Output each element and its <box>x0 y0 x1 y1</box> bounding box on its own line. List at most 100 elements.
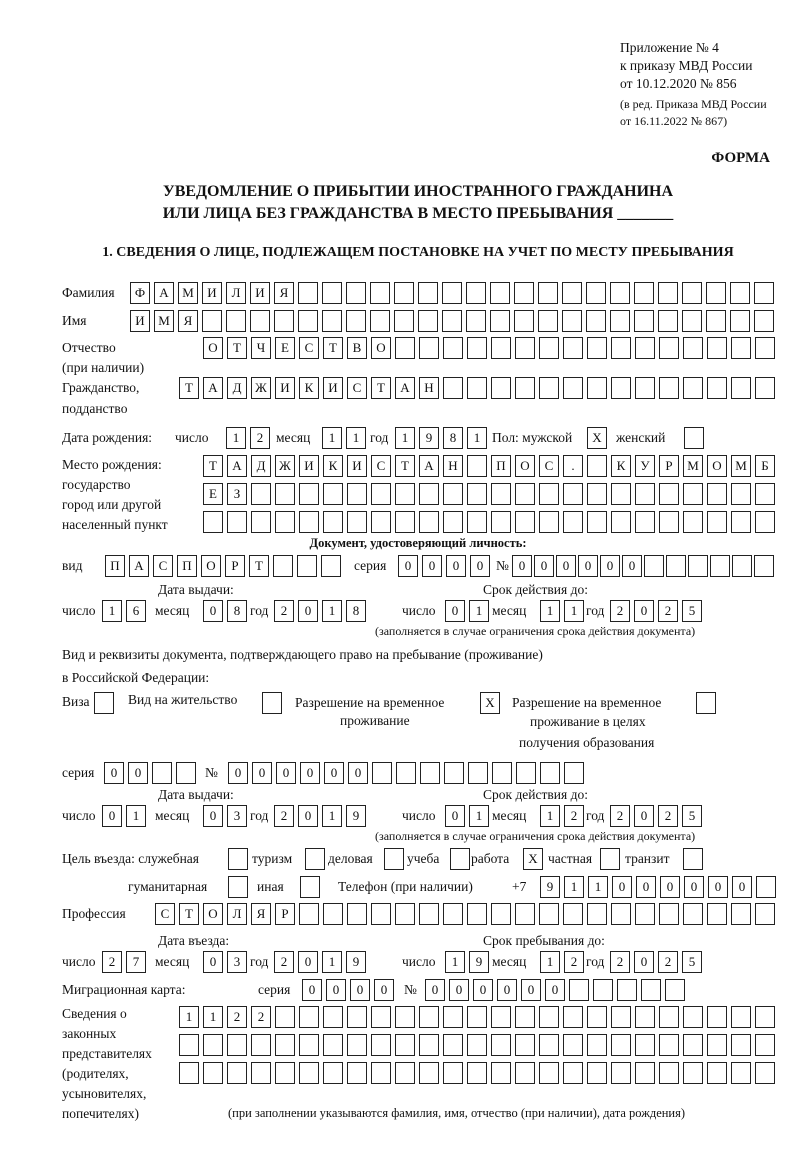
citizenship-cell[interactable]: И <box>323 377 343 399</box>
id-series-cell[interactable]: 0 <box>398 555 418 577</box>
until-year-cell[interactable]: 2 <box>658 951 678 973</box>
patronymic-cell[interactable] <box>491 337 511 359</box>
patronymic-cell[interactable] <box>395 337 415 359</box>
profession-cell[interactable] <box>323 903 343 925</box>
name-cell[interactable] <box>634 310 654 332</box>
reps1-cell[interactable] <box>611 1006 631 1028</box>
birthplace3-cell[interactable] <box>539 511 559 533</box>
profession-cell[interactable]: С <box>155 903 175 925</box>
stay-number-cell[interactable] <box>444 762 464 784</box>
patronymic-cell[interactable]: Т <box>227 337 247 359</box>
id-number-cell[interactable]: 0 <box>556 555 576 577</box>
reps1-cell[interactable]: 1 <box>179 1006 199 1028</box>
surname-cell[interactable] <box>322 282 342 304</box>
birth-day-cell[interactable]: 1 <box>226 427 246 449</box>
citizenship-cell[interactable]: К <box>299 377 319 399</box>
birth-year-cell[interactable]: 8 <box>443 427 463 449</box>
visa-cell[interactable] <box>94 692 114 714</box>
entry-year-cell[interactable]: 2 <box>274 951 294 973</box>
stay-valid-month-cell[interactable]: 2 <box>564 805 584 827</box>
purpose-business-cell[interactable] <box>384 848 404 870</box>
citizenship-cell[interactable]: С <box>347 377 367 399</box>
reps3-cell[interactable] <box>539 1062 559 1084</box>
until-day-cell[interactable]: 1 <box>445 951 465 973</box>
birthplace1-cell[interactable]: Б <box>755 455 775 477</box>
stay-valid-day-cell[interactable]: 1 <box>469 805 489 827</box>
stay-number-cell[interactable]: 0 <box>228 762 248 784</box>
birthplace2-cell[interactable] <box>395 483 415 505</box>
profession-cell[interactable] <box>587 903 607 925</box>
mc-number-cell[interactable]: 0 <box>425 979 445 1001</box>
birthplace2-cell[interactable] <box>659 483 679 505</box>
name-cell[interactable] <box>394 310 414 332</box>
id-issue-month-cell[interactable]: 0 <box>203 600 223 622</box>
name-cell[interactable] <box>682 310 702 332</box>
birthplace2-cell[interactable] <box>275 483 295 505</box>
name-cell[interactable] <box>202 310 222 332</box>
patronymic-cell[interactable] <box>755 337 775 359</box>
birthplace2-cell[interactable] <box>731 483 751 505</box>
stay-series-cell[interactable]: 0 <box>104 762 124 784</box>
name-cell[interactable]: М <box>154 310 174 332</box>
reps2-cell[interactable] <box>203 1034 223 1056</box>
birthplace1-cell[interactable]: И <box>347 455 367 477</box>
stay-issue-month-cell[interactable]: 0 <box>203 805 223 827</box>
patronymic-cell[interactable]: Ч <box>251 337 271 359</box>
sex-male-cell[interactable]: X <box>587 427 607 449</box>
purpose-official-cell[interactable] <box>228 848 248 870</box>
patronymic-cell[interactable] <box>563 337 583 359</box>
phone-cell[interactable]: 9 <box>540 876 560 898</box>
stay-series-cell[interactable] <box>176 762 196 784</box>
patronymic-cell[interactable] <box>707 337 727 359</box>
profession-cell[interactable] <box>347 903 367 925</box>
profession-cell[interactable] <box>467 903 487 925</box>
patronymic-cell[interactable] <box>467 337 487 359</box>
id-number-cell[interactable] <box>644 555 664 577</box>
stay-valid-month-cell[interactable]: 1 <box>540 805 560 827</box>
citizenship-cell[interactable]: Ж <box>251 377 271 399</box>
phone-cell[interactable]: 1 <box>588 876 608 898</box>
stay-valid-day-cell[interactable]: 0 <box>445 805 465 827</box>
reps2-cell[interactable] <box>611 1034 631 1056</box>
purpose-tourism-cell[interactable] <box>305 848 325 870</box>
reps3-cell[interactable] <box>731 1062 751 1084</box>
patronymic-cell[interactable]: С <box>299 337 319 359</box>
reps2-cell[interactable] <box>419 1034 439 1056</box>
reps3-cell[interactable] <box>707 1062 727 1084</box>
patronymic-cell[interactable]: В <box>347 337 367 359</box>
id-series-cell[interactable]: 0 <box>470 555 490 577</box>
birthplace3-cell[interactable] <box>251 511 271 533</box>
birthplace3-cell[interactable] <box>419 511 439 533</box>
surname-cell[interactable]: Ф <box>130 282 150 304</box>
name-cell[interactable] <box>658 310 678 332</box>
surname-cell[interactable] <box>634 282 654 304</box>
citizenship-cell[interactable] <box>635 377 655 399</box>
citizenship-cell[interactable]: Н <box>419 377 439 399</box>
id-series-cell[interactable]: 0 <box>446 555 466 577</box>
reps3-cell[interactable] <box>683 1062 703 1084</box>
name-cell[interactable] <box>298 310 318 332</box>
id-valid-year-cell[interactable]: 2 <box>658 600 678 622</box>
id-number-cell[interactable] <box>754 555 774 577</box>
entry-day-cell[interactable]: 2 <box>102 951 122 973</box>
mc-number-cell[interactable] <box>593 979 613 1001</box>
phone-cell[interactable]: 1 <box>564 876 584 898</box>
reps2-cell[interactable] <box>467 1034 487 1056</box>
profession-cell[interactable] <box>683 903 703 925</box>
entry-year-cell[interactable]: 9 <box>346 951 366 973</box>
birth-year-cell[interactable]: 9 <box>419 427 439 449</box>
birthplace1-cell[interactable]: С <box>539 455 559 477</box>
id-valid-year-cell[interactable]: 0 <box>634 600 654 622</box>
surname-cell[interactable]: И <box>250 282 270 304</box>
name-cell[interactable] <box>754 310 774 332</box>
birthplace3-cell[interactable] <box>395 511 415 533</box>
id-valid-year-cell[interactable]: 2 <box>610 600 630 622</box>
name-cell[interactable] <box>538 310 558 332</box>
citizenship-cell[interactable]: Д <box>227 377 247 399</box>
reps2-cell[interactable] <box>731 1034 751 1056</box>
citizenship-cell[interactable] <box>491 377 511 399</box>
surname-cell[interactable] <box>442 282 462 304</box>
profession-cell[interactable] <box>515 903 535 925</box>
surname-cell[interactable] <box>562 282 582 304</box>
profession-cell[interactable] <box>395 903 415 925</box>
